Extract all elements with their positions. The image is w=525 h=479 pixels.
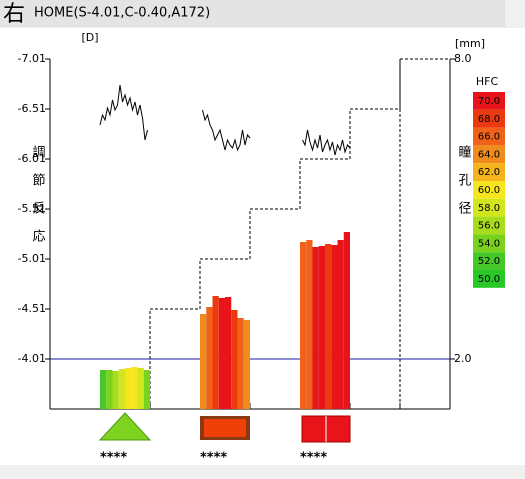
legend-swatch	[473, 270, 505, 288]
tree-icon	[98, 412, 152, 441]
legend-swatch	[473, 145, 505, 164]
bar	[225, 297, 232, 409]
legend-swatch	[473, 109, 505, 128]
response-trace	[99, 84, 148, 141]
bar	[331, 245, 338, 409]
y-label: 調節反応	[30, 145, 46, 257]
y-tick-label: -6.01	[18, 152, 46, 165]
legend-swatch	[473, 198, 505, 217]
y2-tick-label: 8.0	[454, 52, 472, 65]
y-unit: [D]	[81, 31, 98, 44]
legend-label: 54.0	[478, 238, 500, 249]
header-title: HOME(S-4.01,C-0.40,A172)	[34, 6, 210, 21]
legend-swatch	[473, 252, 505, 270]
legend-label: 66.0	[478, 132, 500, 143]
response-trace	[302, 129, 351, 156]
legend-swatch	[473, 216, 505, 235]
monitor-screen	[204, 419, 246, 437]
bar	[106, 370, 113, 409]
y-tick-label: -4.01	[18, 352, 46, 365]
bar	[100, 370, 107, 409]
bar	[243, 320, 250, 409]
legend-label: 64.0	[478, 149, 500, 160]
bar	[337, 240, 344, 409]
bar	[200, 314, 207, 409]
legend-label: 62.0	[478, 167, 500, 178]
bar	[112, 371, 119, 409]
y-tick-label: -5.51	[18, 202, 46, 215]
response-trace	[202, 109, 251, 152]
bar	[237, 318, 244, 409]
legend-swatch	[473, 181, 505, 199]
bar	[318, 246, 325, 409]
y-tick-label: -6.51	[18, 102, 46, 115]
bar	[212, 296, 219, 409]
bar	[300, 242, 307, 409]
legend-label: 56.0	[478, 221, 500, 232]
y2-tick-label: 2.0	[454, 352, 472, 365]
bar	[325, 244, 332, 409]
bar	[312, 247, 319, 409]
panel	[0, 28, 525, 465]
legend-swatch	[473, 92, 505, 110]
legend-label: 68.0	[478, 114, 500, 125]
legend-label: 50.0	[478, 274, 500, 285]
bar	[143, 370, 150, 409]
y2-unit: [mm]	[455, 37, 485, 50]
y2-label: 瞳孔径	[456, 145, 472, 229]
y-tick-label: -7.01	[18, 52, 46, 65]
bar	[131, 367, 138, 409]
y-tick-label: -4.51	[18, 302, 46, 315]
header-bar	[0, 0, 505, 27]
bar	[218, 298, 225, 409]
legend-swatch	[473, 127, 505, 146]
legend-title: HFC	[476, 75, 499, 88]
target-label: ****	[300, 451, 327, 466]
legend-label: 58.0	[478, 203, 500, 214]
bar	[137, 368, 144, 409]
bar	[306, 240, 313, 409]
bar	[343, 232, 350, 409]
target-label: ****	[100, 451, 127, 466]
bar	[125, 368, 132, 409]
target-label: ****	[200, 451, 227, 466]
bar	[231, 310, 238, 409]
eye-label: 右	[3, 2, 25, 27]
legend-label: 52.0	[478, 256, 500, 267]
legend-swatch	[473, 234, 505, 253]
legend-label: 60.0	[478, 185, 500, 196]
bar	[206, 307, 213, 409]
legend-swatch	[473, 163, 505, 181]
bar	[118, 369, 125, 409]
legend-label: 70.0	[478, 96, 500, 107]
y-tick-label: -5.01	[18, 252, 46, 265]
